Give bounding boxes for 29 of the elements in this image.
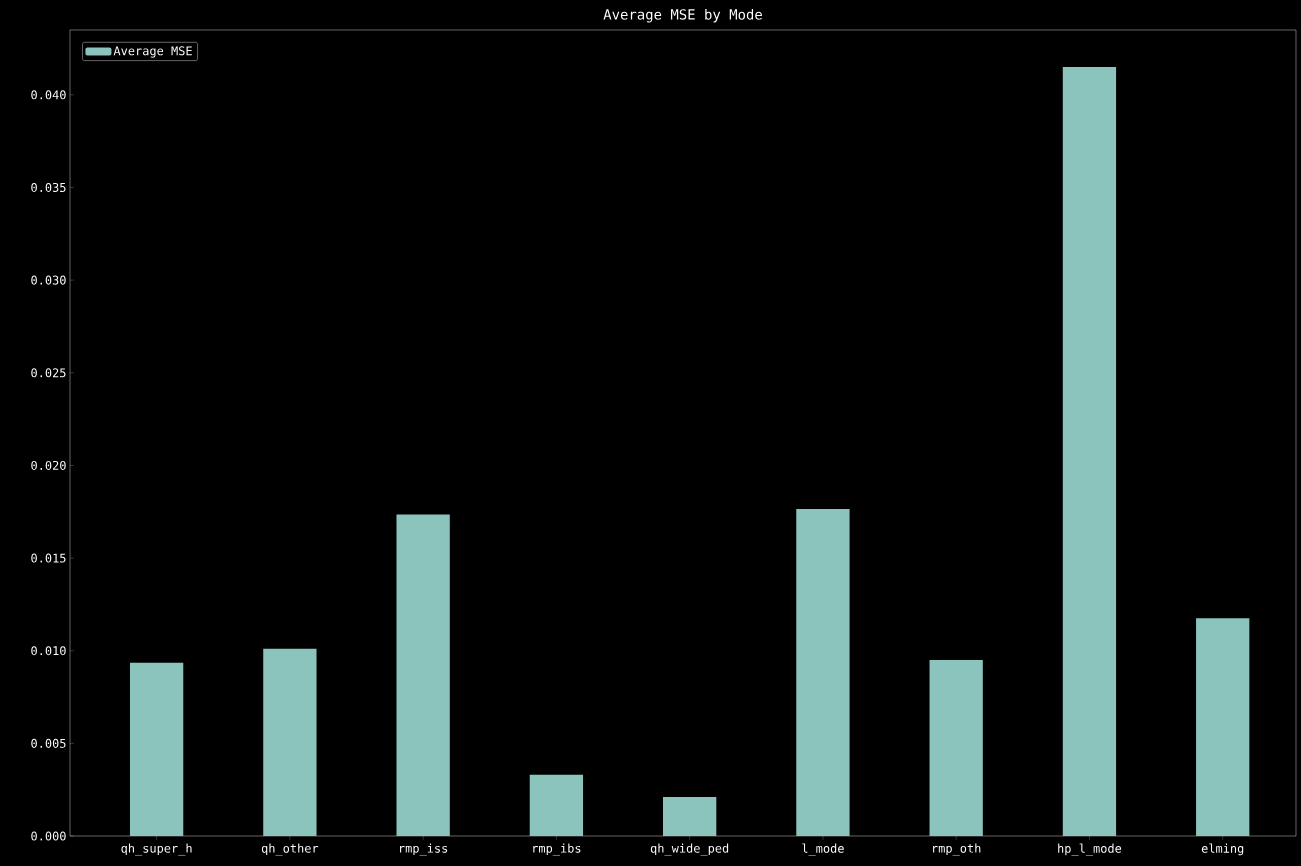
y-tick-label: 0.015 (31, 553, 66, 563)
y-tick-label: 0.035 (31, 182, 66, 193)
bar (396, 514, 450, 836)
y-tick-label: 0.010 (31, 646, 66, 656)
bar (1196, 618, 1250, 836)
bar (1062, 67, 1117, 836)
bar (129, 662, 184, 836)
chart-title: Average MSE by Mode (603, 8, 762, 23)
legend-label: Average MSE (113, 46, 192, 58)
y-tick-label: 0.000 (31, 831, 66, 841)
y-tick-label: 0.040 (31, 90, 66, 100)
bar (796, 508, 850, 836)
x-tick-label: rmp_iss (400, 843, 448, 856)
y-tick-label: 0.005 (31, 738, 66, 748)
bar (529, 774, 584, 836)
bar (263, 648, 317, 836)
x-tick-label: l_mode (802, 843, 844, 856)
bar (663, 797, 717, 836)
y-tick-label: 0.025 (31, 368, 66, 378)
x-tick-label: qh_other (261, 843, 319, 856)
y-tick-label: 0.030 (31, 275, 66, 285)
x-tick-label: qh_super_h (121, 843, 192, 856)
x-tick-label: qh_wide_ped (650, 843, 729, 856)
x-tick-label: hp_l_mode (1058, 843, 1122, 856)
bar (929, 659, 983, 836)
x-tick-label: rmp_oth (933, 843, 981, 856)
x-tick-label: elming (1201, 843, 1244, 856)
x-tick-label: rmp_ibs (533, 843, 581, 856)
y-tick-label: 0.020 (31, 460, 66, 470)
